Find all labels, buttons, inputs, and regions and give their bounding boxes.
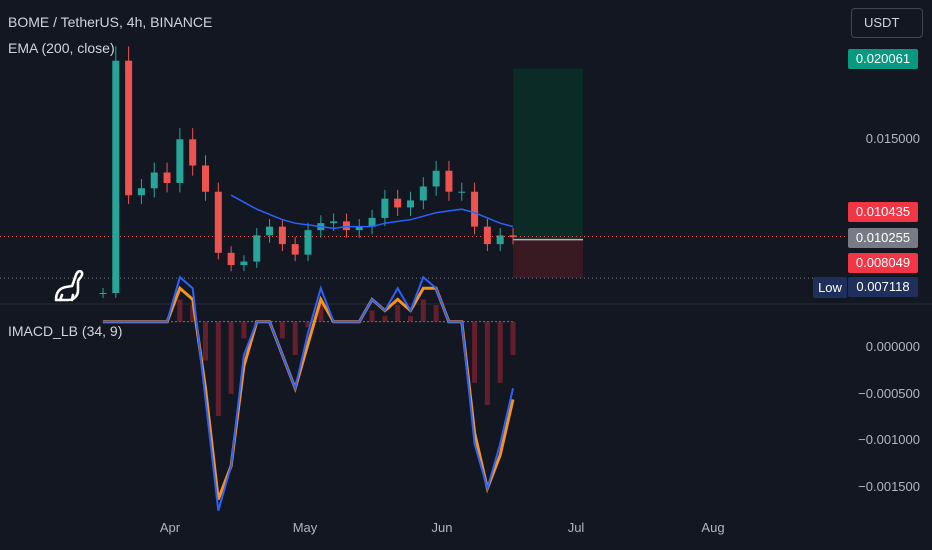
imacd-histogram-bar xyxy=(433,305,439,322)
tradingview-logo-icon[interactable] xyxy=(50,266,86,304)
time-tick-label: Apr xyxy=(159,520,181,535)
imacd-histogram-bar xyxy=(305,321,311,328)
candle-body xyxy=(266,226,274,236)
stop-price-tag: 0.008049 xyxy=(848,253,918,273)
candle-body xyxy=(291,244,299,255)
imacd-histogram-bar xyxy=(292,321,298,355)
ema-indicator-label[interactable]: EMA (200, close) xyxy=(8,40,115,56)
candle-body xyxy=(330,221,338,224)
imacd-histogram-bar xyxy=(369,310,375,322)
entry-price-tag: 0.010255 xyxy=(848,228,918,248)
candle-body xyxy=(112,60,120,294)
candle-body xyxy=(368,217,376,227)
time-tick-label: Aug xyxy=(701,520,725,535)
imacd-histogram-bar xyxy=(420,299,426,322)
candle-body xyxy=(99,293,107,295)
imacd-tick-label: −0.001000 xyxy=(858,432,920,447)
time-tick-label: Jul xyxy=(567,520,585,535)
candle-body xyxy=(304,230,312,255)
ema-line xyxy=(230,194,514,230)
candle-body xyxy=(214,191,222,253)
imacd-signal-line xyxy=(103,285,515,500)
imacd-tick-label: 0.000000 xyxy=(865,339,920,354)
time-tick-label: May xyxy=(292,520,318,535)
imacd-histogram-bar xyxy=(177,299,183,322)
imacd-histogram-bar xyxy=(497,321,503,383)
imacd-histogram-bar xyxy=(279,321,285,339)
candle-body xyxy=(355,226,363,231)
candle-body xyxy=(432,170,440,187)
candle-body xyxy=(163,172,171,183)
candle-body xyxy=(176,139,184,183)
candle-body xyxy=(445,170,453,192)
imacd-histogram-bar xyxy=(203,321,208,361)
candle-body xyxy=(394,198,402,208)
symbol-title[interactable]: BOME / TetherUS, 4h, BINANCE xyxy=(8,14,213,30)
low-label-badge: Low xyxy=(813,277,847,298)
imacd-histogram-bar xyxy=(382,316,388,322)
candle-body xyxy=(227,252,235,266)
candle-body xyxy=(125,60,133,196)
candle-body xyxy=(202,165,209,192)
imacd-main-line xyxy=(103,275,514,511)
candle-body xyxy=(458,191,466,193)
candle-body xyxy=(496,235,504,245)
stop-zone xyxy=(513,239,583,279)
last-price-tag: 0.010435 xyxy=(848,202,918,222)
candle-body xyxy=(483,226,491,245)
currency-button[interactable]: USDT xyxy=(851,8,923,38)
candle-body xyxy=(253,235,261,262)
imacd-histogram-bar xyxy=(395,305,401,322)
candle-body xyxy=(150,172,158,189)
candle-body xyxy=(407,200,414,208)
candle-body xyxy=(419,186,427,201)
candle-body xyxy=(342,221,350,231)
candle-body xyxy=(381,198,389,218)
imacd-histogram-bar xyxy=(510,321,516,355)
target-zone xyxy=(513,68,583,240)
imacd-tick-label: −0.001500 xyxy=(858,479,920,494)
candle-body xyxy=(137,188,145,196)
imacd-histogram-bar xyxy=(408,316,413,322)
imacd-histogram-bar xyxy=(318,305,324,322)
imacd-indicator-label[interactable]: IMACD_LB (34, 9) xyxy=(8,323,123,339)
low-price-tag: 0.007118 xyxy=(848,277,918,297)
candle-body xyxy=(471,191,479,227)
candle-body xyxy=(240,261,248,266)
imacd-histogram-bar xyxy=(472,321,478,383)
imacd-histogram-bar xyxy=(241,321,247,339)
candle-body xyxy=(189,139,197,166)
price-tick-label: 0.015000 xyxy=(865,131,920,146)
imacd-histogram-bar xyxy=(215,321,221,417)
imacd-histogram-bar xyxy=(190,305,196,322)
time-tick-label: Jun xyxy=(431,520,453,535)
imacd-histogram-bar xyxy=(228,321,234,394)
target-price-tag: 0.020061 xyxy=(848,49,918,69)
imacd-tick-label: −0.000500 xyxy=(858,386,920,401)
candle-body xyxy=(509,235,517,238)
imacd-histogram-bar xyxy=(484,321,490,405)
candle-body xyxy=(278,226,286,245)
